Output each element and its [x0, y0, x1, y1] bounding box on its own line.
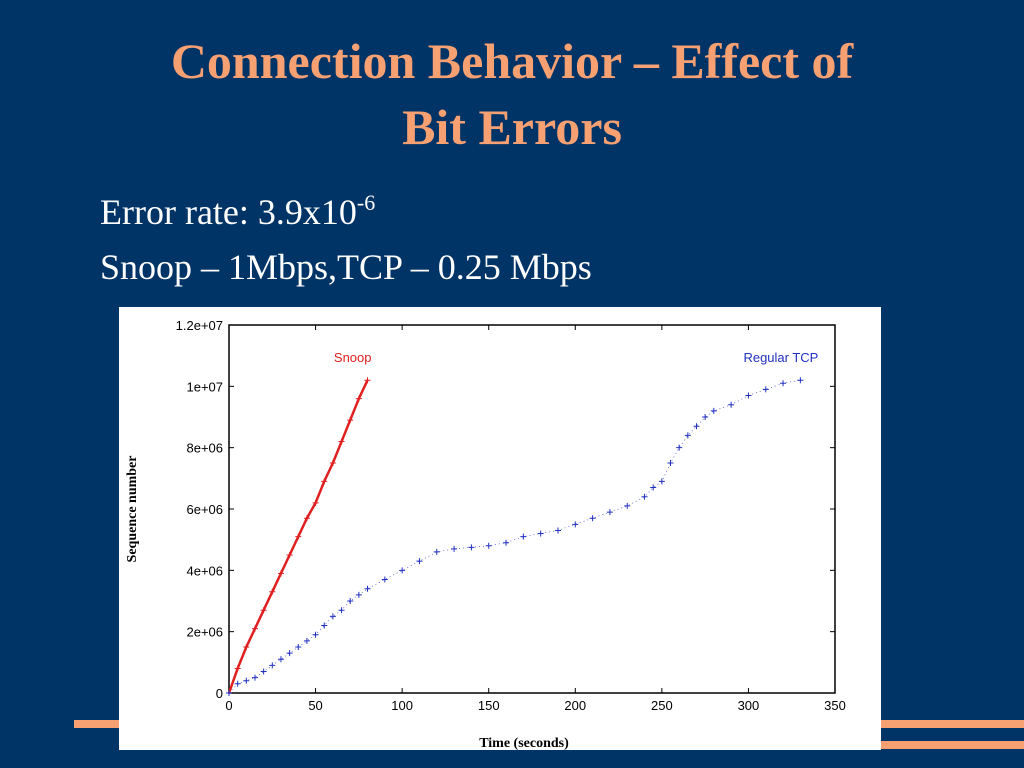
snoop-point [364, 377, 371, 384]
snoop-point [347, 417, 354, 424]
snoop-point [260, 607, 267, 614]
regular-tcp-label: Regular TCP [743, 350, 818, 365]
regular-tcp-point [667, 460, 674, 466]
regular-tcp-point [520, 533, 527, 540]
regular-tcp-point [416, 558, 423, 565]
regular-tcp-point [269, 662, 276, 669]
regular-tcp-point [468, 544, 475, 551]
slide-title: Connection Behavior – Effect of Bit Erro… [0, 28, 1024, 160]
regular-tcp-point [676, 444, 683, 451]
snoop-point [321, 478, 328, 485]
regular-tcp-point [693, 423, 700, 430]
y-tick-label: 6e+06 [186, 502, 223, 517]
regular-tcp-point [503, 539, 510, 546]
snoop-point [277, 570, 284, 577]
regular-tcp-point [780, 380, 787, 387]
regular-tcp-point [624, 502, 631, 509]
regular-tcp-point [355, 591, 362, 598]
chart-panel: 0 50 100 150 200 250 300 350 0 2e+06 4e+06 6e+06 8e+… [119, 307, 881, 750]
snoop-point [329, 460, 336, 466]
error-rate-line: Error rate: 3.9x10-6 [100, 190, 375, 233]
regular-tcp-point [251, 674, 258, 681]
accent-line-left [74, 720, 120, 728]
regular-tcp-point [312, 631, 319, 638]
regular-tcp-point [451, 545, 458, 552]
snoop-point [243, 644, 250, 650]
sequence-chart: 0 50 100 150 200 250 300 350 0 2e+06 4e+06 6e+06 8e+… [125, 318, 846, 750]
regular-tcp-point [329, 613, 336, 620]
snoop-point [312, 499, 319, 506]
regular-tcp-point [728, 401, 735, 408]
regular-tcp-point [286, 650, 293, 657]
regular-tcp-point [399, 567, 406, 574]
y-axis-label: Sequence number [125, 456, 140, 563]
regular-tcp-point [641, 493, 648, 500]
snoop-point [338, 438, 345, 445]
x-tick-label: 200 [564, 698, 586, 713]
regular-tcp-point [684, 432, 691, 439]
regular-tcp-point [589, 515, 596, 522]
slide-title-line-1: Connection Behavior – Effect of [170, 33, 854, 89]
regular-tcp-point [226, 690, 232, 696]
x-tick-label: 350 [824, 698, 846, 713]
regular-tcp-point [303, 637, 310, 644]
x-tick-label: 300 [738, 698, 760, 713]
y-tick-label: 1e+07 [186, 379, 223, 394]
accent-line-right-1 [881, 720, 1024, 728]
accent-line-right-2 [881, 741, 1024, 749]
snoop-point [295, 533, 302, 540]
y-tick-label: 0 [216, 686, 223, 701]
x-axis-label: Time (seconds) [479, 736, 569, 750]
regular-tcp-point [321, 622, 328, 629]
regular-tcp-point [295, 644, 302, 650]
regular-tcp-point [554, 527, 561, 534]
snoop-point [251, 625, 258, 632]
regular-tcp-point [797, 377, 804, 384]
snoop-point [234, 665, 241, 672]
x-tick-label: 100 [391, 698, 413, 713]
regular-tcp-point [277, 656, 284, 663]
regular-tcp-point [243, 677, 250, 684]
snoop-point [269, 588, 276, 595]
regular-tcp-point [710, 407, 717, 414]
slide-title-line-2: Bit Errors [402, 99, 622, 155]
y-tick-label: 8e+06 [186, 441, 223, 456]
regular-tcp-point [347, 598, 354, 604]
regular-tcp-point [381, 576, 388, 583]
snoop-label: Snoop [334, 350, 372, 365]
regular-tcp-point [606, 509, 613, 516]
regular-tcp-point [537, 530, 544, 537]
regular-tcp-point [762, 386, 769, 393]
regular-tcp-point [745, 392, 752, 399]
regular-tcp-point [485, 542, 492, 549]
regular-tcp-point [338, 607, 345, 614]
plot-frame [228, 324, 836, 694]
snoop-point [286, 552, 293, 558]
y-tick-label: 4e+06 [186, 563, 223, 578]
x-tick-label: 0 [225, 698, 232, 713]
regular-tcp-point [260, 668, 267, 675]
regular-tcp-trace [228, 379, 801, 694]
regular-tcp-point [234, 680, 241, 687]
regular-tcp-point [702, 414, 709, 420]
regular-tcp-point [364, 585, 371, 592]
x-tick-label: 150 [478, 698, 500, 713]
x-tick-label: 250 [651, 698, 673, 713]
snoop-point [355, 395, 362, 402]
regular-tcp-point [572, 521, 579, 528]
y-tick-label: 1.2e+07 [176, 318, 223, 333]
x-tick-label: 50 [308, 698, 322, 713]
regular-tcp-point [433, 548, 440, 555]
bandwidth-line: Snoop – 1Mbps,TCP – 0.25 Mbps [100, 247, 592, 287]
snoop-point [303, 515, 310, 522]
y-tick-label: 2e+06 [186, 625, 223, 640]
regular-tcp-point [658, 478, 665, 485]
error-rate-exponent: -6 [356, 190, 376, 215]
error-rate-text: Error rate: 3.9x10 [100, 192, 357, 232]
regular-tcp-point [650, 484, 657, 491]
